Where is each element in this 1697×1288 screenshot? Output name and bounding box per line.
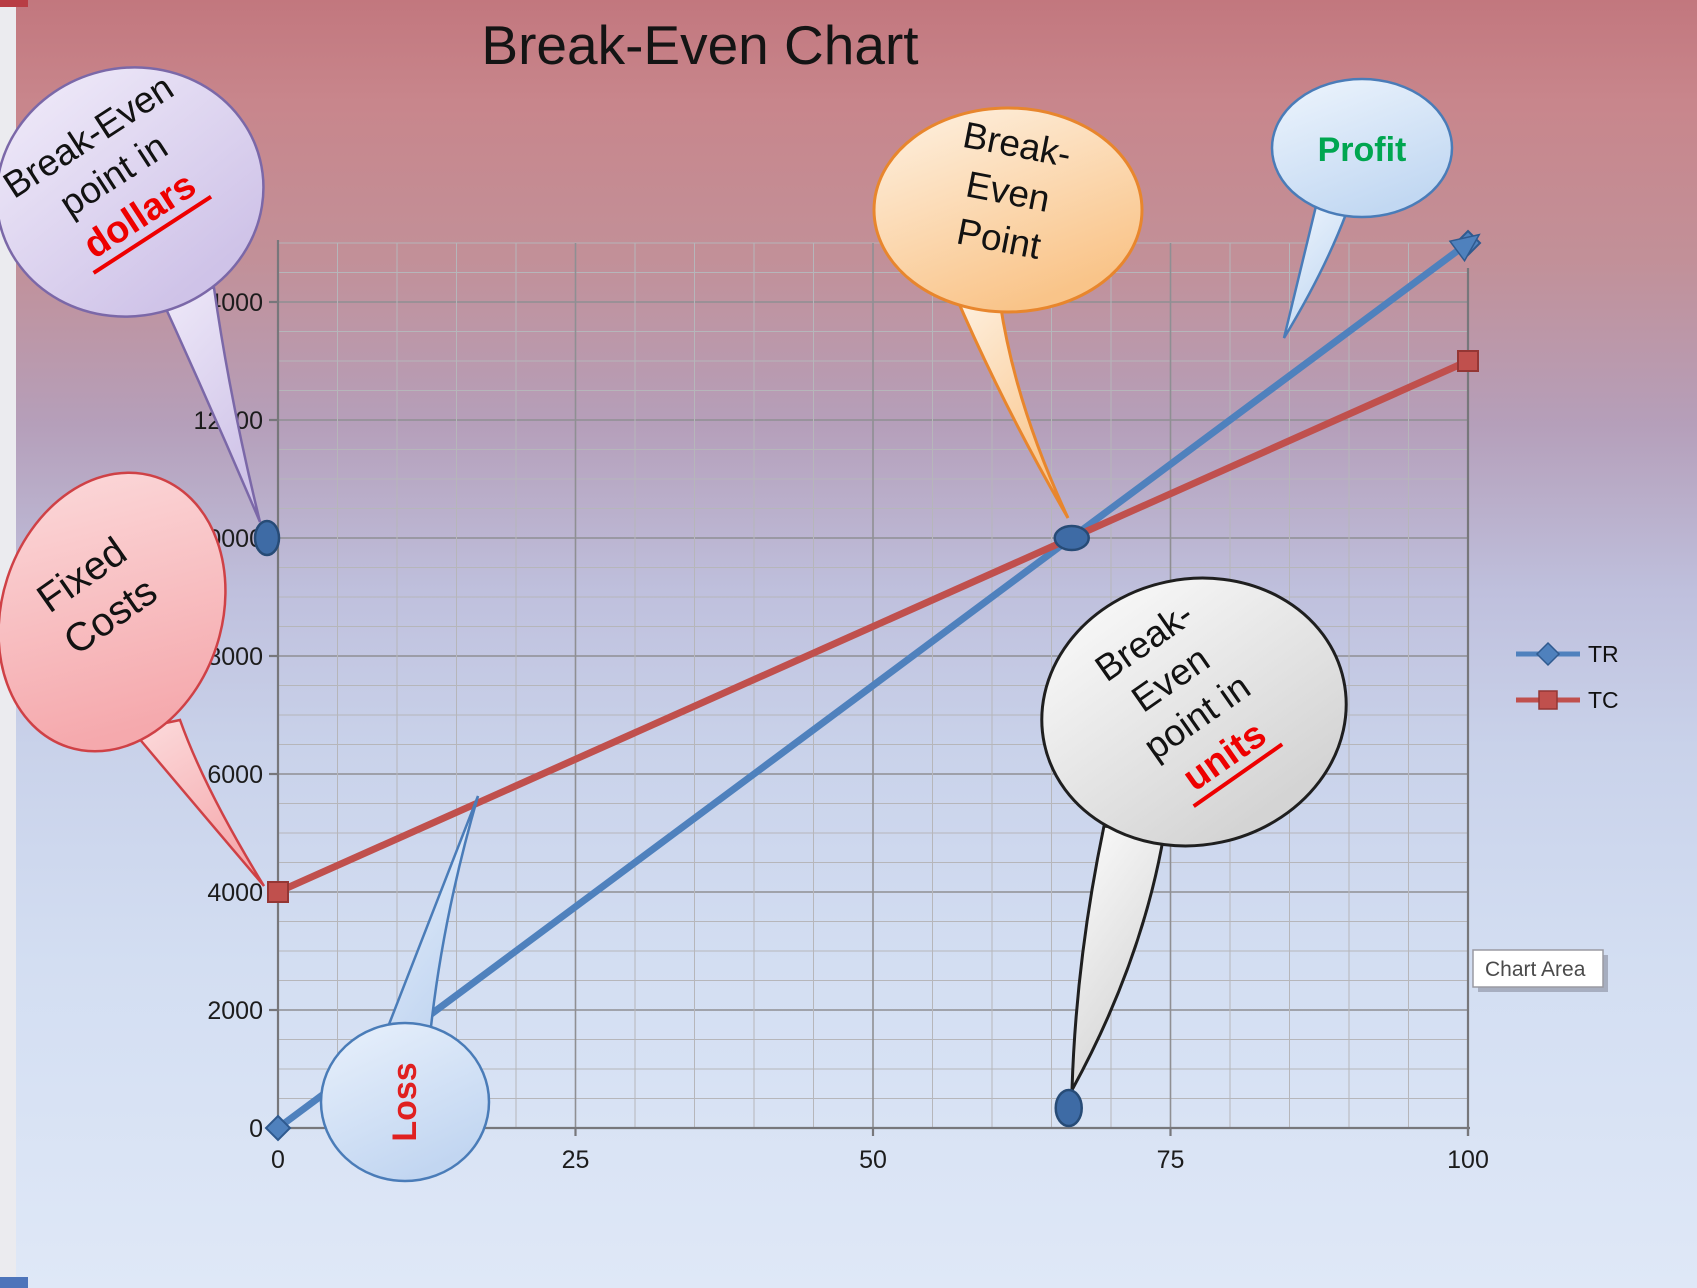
axis-tick-labels[interactable]: 0200040006000800010000120001400002550751… — [193, 289, 1488, 1174]
chart-area-tooltip: Chart Area — [1472, 949, 1608, 992]
x-tick-label: 75 — [1157, 1146, 1185, 1174]
legend-label-tr: TR — [1588, 641, 1619, 667]
bep-intersection-marker[interactable] — [1053, 524, 1090, 552]
loss-label: Loss — [386, 1062, 424, 1141]
tr-marker — [264, 1114, 292, 1142]
chart-title[interactable]: Break-Even Chart — [481, 14, 918, 76]
x-tick-label: 0 — [271, 1146, 285, 1174]
tr-line[interactable] — [275, 240, 1471, 1131]
tooltip-box — [1472, 949, 1604, 988]
callout-bubble — [1270, 77, 1454, 219]
profit-label: Profit — [1318, 131, 1407, 169]
tooltip-label: Chart Area — [1485, 958, 1586, 981]
top-left-corner — [0, 0, 28, 7]
bep-dollars-marker[interactable] — [253, 519, 281, 557]
underline — [1192, 742, 1284, 808]
x-tick-label: 50 — [859, 1146, 887, 1174]
tc-marker — [1457, 350, 1479, 372]
y-tick-label: 0 — [249, 1115, 263, 1143]
x-tick-label: 25 — [562, 1146, 590, 1174]
callout-bubble — [0, 471, 227, 753]
callout-break-even-dollars[interactable]: Break-Even point in dollars — [0, 39, 290, 523]
callout-bubble — [1040, 576, 1348, 848]
legend-square-marker — [1538, 690, 1558, 710]
y-tick-label: 2000 — [207, 997, 263, 1025]
legend-diamond-marker — [1535, 641, 1561, 667]
underline — [92, 195, 213, 275]
callout-stem — [129, 718, 266, 887]
chart-legend[interactable]: TR TC — [1516, 641, 1619, 713]
callout-stem — [384, 795, 480, 1038]
callout-bubble — [319, 1021, 491, 1183]
x-tick-label: 100 — [1447, 1146, 1489, 1174]
bottom-left-corner — [0, 1277, 28, 1288]
legend-label-tc: TC — [1588, 687, 1619, 713]
callout-bubble — [872, 106, 1144, 314]
tr-arrowhead — [1448, 233, 1481, 263]
callout-loss[interactable]: Loss — [319, 795, 491, 1183]
callout-stem — [149, 276, 262, 523]
break-even-markers[interactable] — [253, 229, 1482, 1142]
callout-break-even-units[interactable]: Break- Even point in units — [1017, 550, 1372, 1091]
callout-break-even-point[interactable]: Break- Even Point — [872, 106, 1144, 519]
callout-profit[interactable]: Profit — [1270, 77, 1454, 339]
callout-bubble — [0, 66, 265, 318]
bep-units-marker[interactable] — [1054, 1088, 1083, 1128]
callout-stem — [1070, 824, 1166, 1091]
tc-marker — [267, 881, 289, 903]
callout-fixed-costs[interactable]: Fixed Costs — [0, 443, 266, 887]
legend-item-tr[interactable]: TR — [1516, 641, 1619, 667]
callout-stem — [951, 289, 1070, 519]
y-tick-label: 6000 — [207, 761, 263, 789]
callout-stem — [1282, 204, 1348, 339]
legend-item-tc[interactable]: TC — [1516, 687, 1619, 713]
y-tick-label: 4000 — [207, 879, 263, 907]
